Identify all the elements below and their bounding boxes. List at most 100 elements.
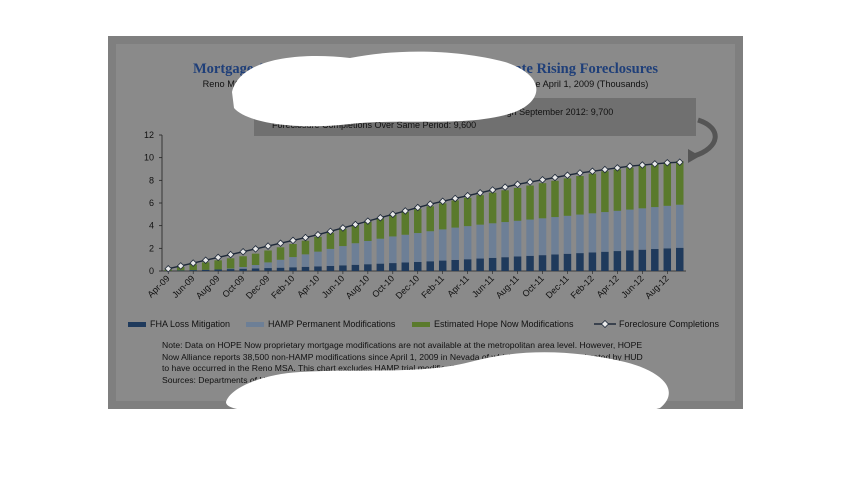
bar-fha [414, 261, 422, 271]
bar-hamp [326, 248, 335, 266]
bar-hamp [488, 223, 497, 258]
bar-fha [551, 254, 559, 271]
bar-hamp [339, 246, 347, 266]
bar-fha [226, 269, 235, 271]
foreclosure-point [638, 161, 647, 169]
bar-hamp [301, 254, 310, 267]
bar-fha [576, 253, 584, 271]
bar-hamp [626, 209, 634, 251]
bar-hamp [476, 224, 484, 259]
foreclosure-point [401, 207, 410, 215]
bar-fha [214, 269, 222, 271]
bar-fha [601, 251, 609, 271]
legend-item-hope: Estimated Hope Now Modifications [412, 319, 574, 329]
foreclosure-point [651, 160, 659, 168]
foreclosure-point [613, 164, 622, 172]
bar-hope [326, 233, 335, 249]
x-tick-label: Feb-12 [569, 273, 596, 300]
bar-fha [676, 247, 684, 271]
x-tick-label: Dec-11 [544, 273, 571, 300]
bar-fha [251, 268, 260, 271]
foreclosure-point [488, 186, 497, 194]
bar-hope [351, 225, 360, 244]
bar-hamp [513, 220, 522, 257]
bar-fha [563, 253, 572, 271]
bar-hope [226, 258, 235, 269]
bar-hope [376, 218, 385, 239]
bar-fha [289, 267, 297, 271]
foreclosure-point [576, 169, 584, 177]
foreclosure-point [588, 167, 597, 176]
bar-hope [264, 250, 272, 263]
bar-hope [451, 200, 459, 228]
x-tick-label: Apr-10 [295, 273, 321, 299]
bar-hamp [526, 219, 534, 256]
bar-fha [201, 269, 210, 271]
chart-note: Note: Data on HOPE Now proprietary mortg… [162, 340, 722, 386]
callout-arrow [693, 117, 718, 159]
x-tick-label: Jun-11 [470, 273, 496, 299]
foreclosure-point [301, 233, 310, 242]
y-tick-label: 10 [144, 153, 154, 163]
x-tick-label: Jun-10 [320, 273, 347, 300]
foreclosure-point [601, 165, 609, 174]
bar-hamp [314, 251, 322, 267]
legend-label-hamp: HAMP Permanent Modifications [268, 319, 396, 329]
bar-fha [239, 268, 247, 271]
bar-hope [301, 240, 310, 255]
x-tick-label: Dec-10 [394, 273, 422, 301]
callout-arrowhead [688, 149, 700, 163]
bar-hamp [676, 204, 684, 248]
foreclosure-point [201, 256, 210, 264]
chart-title: Mortgage Aid Provided Nearly 9,700 Times… [192, 61, 659, 77]
foreclosure-point [176, 262, 185, 270]
bar-hope [488, 192, 497, 224]
x-tick-label: Dec-09 [244, 273, 272, 301]
bar-hamp [613, 210, 622, 252]
y-tick-label: 2 [149, 243, 154, 253]
bar-fha [176, 270, 185, 271]
bar-hope [588, 173, 597, 214]
bar-hamp [376, 238, 385, 264]
bar-hamp [651, 207, 659, 250]
y-tick-label: 0 [149, 266, 154, 276]
bar-fha [426, 261, 434, 271]
bar-fha [513, 256, 522, 271]
bar-hamp [351, 243, 360, 265]
y-tick-label: 4 [149, 221, 154, 231]
x-tick-label: Jun-09 [170, 273, 197, 300]
bar-hope [613, 169, 622, 211]
foreclosure-point [526, 178, 534, 186]
chart-frame: 0 2 4 6 8 10 12 Apr-09 Jun-09 Aug-09 Oct-09 Dec-09 F… [108, 36, 743, 409]
foreclosure-point [413, 203, 422, 212]
legend-swatch-foreclosure [594, 320, 616, 328]
legend-swatch-hamp [246, 321, 264, 327]
bar-fha [351, 264, 360, 271]
bar-fha [301, 266, 310, 271]
bar-hope [513, 187, 522, 221]
bar-fha [476, 258, 484, 271]
foreclosure-point [513, 180, 522, 189]
x-tick-label: Apr-12 [595, 273, 621, 299]
bar-hamp [588, 213, 597, 253]
bar-hamp [601, 212, 609, 252]
bar-fha [438, 260, 447, 271]
bar-hope [251, 253, 260, 265]
bar-hope [651, 164, 659, 208]
legend-item-foreclosure: Foreclosure Completions [594, 319, 719, 329]
bar-fha [613, 251, 622, 271]
bar-hope [239, 256, 247, 268]
x-tick-label: Feb-11 [419, 273, 446, 300]
note-line-4: Sources: Departments of HUD and Treasury… [162, 374, 479, 385]
bar-hamp [463, 226, 472, 260]
bar-fha [651, 249, 659, 271]
chart-legend: FHA Loss Mitigation HAMP Permanent Modif… [108, 319, 743, 333]
x-tick-label: Aug-12 [643, 273, 671, 301]
bar-hamp [251, 264, 260, 269]
bar-hamp [551, 217, 559, 255]
bar-fha [526, 255, 534, 271]
chart-plot: 024681012Apr-09Jun-09Aug-09Oct-09Dec-09F… [144, 117, 718, 301]
foreclosure-point [364, 217, 372, 225]
bar-hope [538, 183, 547, 219]
bar-hope [463, 197, 472, 227]
